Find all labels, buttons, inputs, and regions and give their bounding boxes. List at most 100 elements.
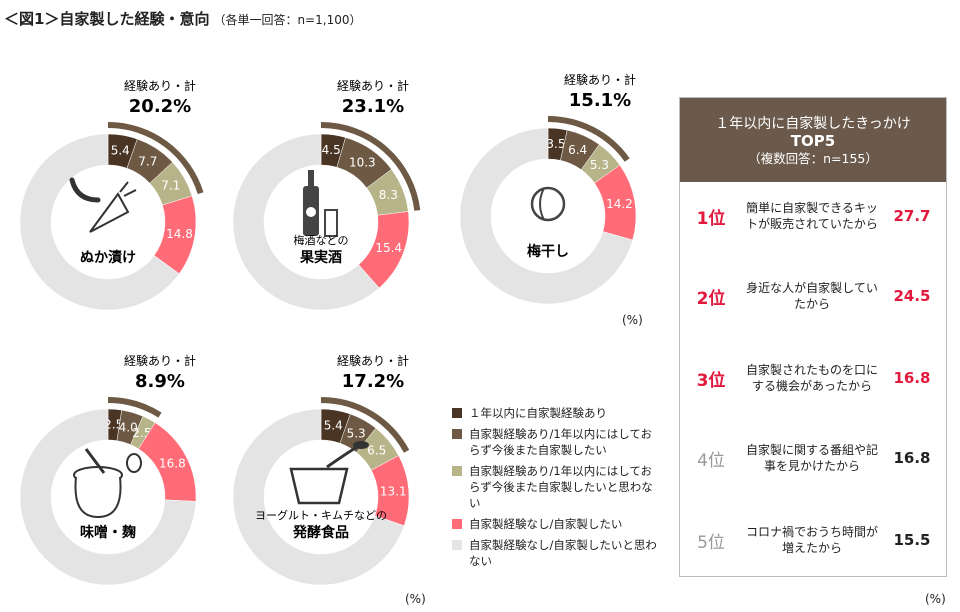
rank-row: 1位 簡単に自家製できるキットが販売されていたから 27.7 [680, 196, 946, 236]
bowl-spoon-icon [289, 441, 369, 505]
rank-row: 4位 自家製に関する番組や記事を見かけたから 16.8 [680, 438, 946, 478]
segment-label: 3.5 [546, 137, 565, 151]
donut-label: 発酵食品 [292, 524, 349, 541]
legend-item: 自家製経験あり/1年以内にはしておらず今後また自家製したい [452, 426, 662, 458]
panel-title: １年以内に自家製したきっかけ [715, 116, 911, 132]
segment-label: 7.1 [161, 179, 180, 193]
rank-value: 24.5 [893, 287, 931, 305]
rank-value: 27.7 [893, 207, 931, 225]
donut-segment [19, 408, 197, 586]
total-value: 17.2% [342, 371, 404, 392]
reason-text: 自家製されたものを口にする機会があったから [745, 363, 878, 393]
total-value: 23.1% [342, 96, 404, 117]
total-label: 経験あり・計 [337, 353, 409, 368]
rank-label: 4位 [697, 450, 725, 471]
total-value: 20.2% [129, 96, 191, 117]
unit-label: (%) [622, 313, 643, 327]
segment-label: 10.3 [349, 155, 376, 169]
total-value: 15.1% [569, 90, 631, 111]
experience-bracket [547, 116, 630, 162]
donut-segment [19, 133, 180, 311]
total-label: 経験あり・計 [124, 353, 196, 368]
segment-label: 14.8 [166, 227, 193, 241]
rank-value: 16.8 [893, 449, 931, 467]
reason-text: 身近な人が自家製していたから [746, 281, 878, 311]
segment-label: 16.8 [159, 457, 186, 471]
reason-text: 自家製に関する番組や記事を見かけたから [745, 443, 878, 473]
subtitle: （各単一回答：n=1,100） [213, 13, 362, 27]
segment-label: 4.5 [322, 143, 341, 157]
segment-label: 5.4 [324, 419, 343, 433]
reason-text: 簡単に自家製できるキットが販売されていたから [746, 201, 878, 231]
legend-swatch [452, 540, 462, 550]
total-label: 経験あり・計 [124, 78, 196, 93]
segment-label: 7.7 [138, 154, 157, 168]
donut-label: 梅干し [527, 243, 569, 260]
legend-label: 自家製経験なし/自家製したい [469, 517, 623, 531]
segment-label: 6.5 [367, 444, 386, 458]
donut-label: 味噌・麹 [80, 524, 136, 541]
legend-label: 自家製経験なし/自家製したいと思わない [469, 538, 657, 568]
rank-label: 1位 [696, 208, 726, 229]
bottle-glass-icon [303, 170, 338, 237]
segment-label: 14.2 [606, 197, 633, 211]
panel-header: １年以内に自家製したきっかけ TOP5 （複数回答：n=155） [680, 98, 946, 182]
donut-3: 3.5 6.45.3 14.2 経験あり・計 15.1% 梅干し [459, 72, 637, 305]
reason-text: コロナ禍でおうち時間が増えたから [745, 525, 878, 555]
donut-sublabel: 梅酒などの [294, 233, 349, 247]
legend: １年以内に自家製経験あり 自家製経験あり/1年以内にはしておらず今後また自家製し… [452, 405, 662, 574]
experience-bracket [107, 122, 204, 195]
unit-label: (%) [925, 592, 946, 606]
panel-title-top5: TOP5 [790, 132, 836, 150]
rank-value: 15.5 [893, 531, 931, 549]
donut-segment [459, 127, 633, 305]
experience-bracket [320, 397, 410, 453]
rank-row: 3位 自家製されたものを口にする機会があったから 16.8 [680, 358, 946, 398]
legend-item: １年以内に自家製経験あり [452, 405, 662, 421]
legend-swatch [452, 408, 462, 418]
legend-item: 自家製経験あり/1年以内にはしておらず今後また自家製したいと思わない [452, 463, 662, 511]
donut-label: ぬか漬け [80, 249, 136, 266]
rank-label: 2位 [696, 288, 726, 309]
top5-panel: １年以内に自家製したきっかけ TOP5 （複数回答：n=155） 1位 簡単に自家… [679, 97, 947, 577]
donut-sublabel: ヨーグルト・キムチなどの [255, 508, 387, 522]
segment-label: 6.4 [568, 143, 587, 157]
panel-subtitle: （複数回答：n=155） [748, 151, 878, 166]
segment-label: 8.3 [379, 188, 398, 202]
legend-item: 自家製経験なし/自家製したい [452, 516, 662, 532]
donut-segment [232, 133, 380, 311]
segment-label: 4.0 [119, 420, 138, 434]
segment-label: 15.4 [375, 241, 402, 255]
legend-label: 自家製経験あり/1年以内にはしておらず今後また自家製したいと思わない [469, 464, 653, 510]
legend-swatch [452, 466, 462, 476]
segment-label: 5.4 [111, 144, 130, 158]
figure-title: ＜図1＞自家製した経験・意向 （各単一回答：n=1,100） [4, 8, 361, 29]
miso-pot-icon [73, 448, 142, 519]
title-text: ＜図1＞自家製した経験・意向 [4, 10, 210, 28]
pickle-radish-icon [69, 177, 137, 233]
umeboshi-icon [530, 186, 566, 222]
segment-label: 5.3 [347, 427, 366, 441]
segment-label: 13.1 [380, 484, 407, 498]
legend-item: 自家製経験なし/自家製したいと思わない [452, 537, 662, 569]
donut-segment [232, 408, 405, 586]
experience-bracket [320, 122, 421, 211]
rank-row: 2位 身近な人が自家製していたから 24.5 [680, 276, 946, 316]
legend-swatch [452, 519, 462, 529]
total-label: 経験あり・計 [564, 72, 636, 87]
experience-bracket [107, 397, 162, 418]
total-label: 経験あり・計 [337, 78, 409, 93]
rank-label: 3位 [696, 370, 726, 391]
legend-label: １年以内に自家製経験あり [469, 406, 607, 420]
donut-1: 5.4 7.7 7.1 14.8 経験あり・計 20.2% ぬか漬け [19, 78, 204, 311]
unit-label: (%) [405, 592, 426, 606]
rank-label: 5位 [697, 532, 725, 553]
total-value: 8.9% [135, 371, 185, 392]
segment-label: 5.3 [590, 158, 609, 172]
segment-label: 2.5 [104, 418, 123, 432]
